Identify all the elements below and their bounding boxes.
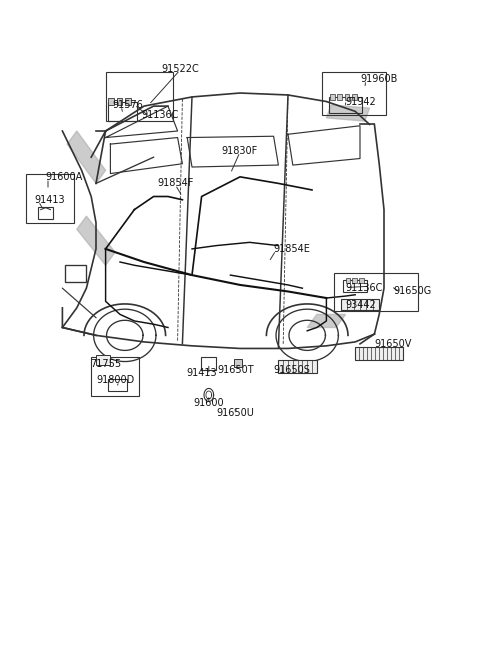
- Text: 91136C: 91136C: [346, 283, 383, 293]
- Bar: [26, 174, 74, 223]
- Bar: [108, 98, 114, 105]
- Polygon shape: [77, 216, 115, 265]
- Bar: [341, 299, 379, 310]
- Text: 91800D: 91800D: [96, 375, 134, 385]
- Bar: [65, 265, 86, 282]
- Bar: [278, 360, 317, 373]
- Text: 91650V: 91650V: [374, 339, 412, 349]
- Text: 91413: 91413: [186, 368, 217, 379]
- Bar: [108, 379, 127, 391]
- Bar: [330, 94, 335, 100]
- Polygon shape: [67, 131, 106, 183]
- Bar: [38, 207, 53, 219]
- Bar: [329, 96, 362, 113]
- Bar: [337, 94, 342, 100]
- Polygon shape: [307, 314, 346, 328]
- Text: 71755: 71755: [90, 358, 121, 369]
- Bar: [108, 102, 137, 121]
- Text: 91650G: 91650G: [394, 286, 432, 297]
- Text: 91600: 91600: [193, 398, 224, 408]
- Bar: [117, 98, 122, 105]
- Bar: [334, 273, 418, 311]
- Bar: [234, 359, 242, 367]
- Text: 91942: 91942: [346, 96, 376, 107]
- Bar: [322, 72, 386, 115]
- Text: 91650T: 91650T: [217, 365, 253, 375]
- Text: 91854F: 91854F: [157, 178, 193, 189]
- Text: 91650U: 91650U: [216, 407, 254, 418]
- Text: 93442: 93442: [346, 299, 376, 310]
- Bar: [96, 355, 110, 365]
- Bar: [355, 347, 403, 360]
- Text: 91522C: 91522C: [161, 64, 199, 74]
- Text: 91136C: 91136C: [142, 109, 179, 120]
- Bar: [91, 357, 139, 396]
- Bar: [106, 72, 173, 121]
- Bar: [201, 357, 216, 370]
- Bar: [346, 278, 350, 283]
- Text: 91650S: 91650S: [274, 365, 311, 375]
- Bar: [352, 278, 357, 283]
- Bar: [345, 94, 349, 100]
- Text: 91413: 91413: [35, 195, 65, 205]
- Text: 91576: 91576: [113, 100, 144, 110]
- Text: 91960B: 91960B: [360, 73, 397, 84]
- Text: 91600A: 91600A: [46, 172, 83, 182]
- Bar: [125, 98, 131, 105]
- Bar: [352, 94, 357, 100]
- Text: 91854E: 91854E: [274, 244, 311, 254]
- Polygon shape: [326, 105, 370, 121]
- Text: 91830F: 91830F: [222, 145, 258, 156]
- Bar: [359, 278, 364, 283]
- Bar: [343, 280, 367, 292]
